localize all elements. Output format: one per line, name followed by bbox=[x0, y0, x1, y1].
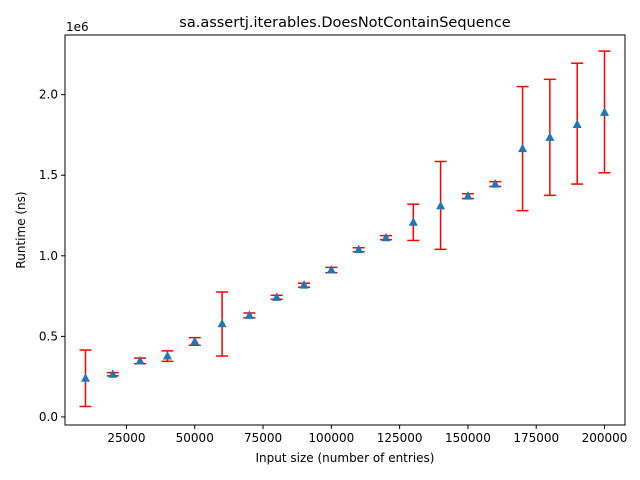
x-tick-label: 75000 bbox=[244, 431, 282, 445]
data-points bbox=[80, 107, 610, 382]
x-ticks: 25000 50000 75000 100000 125000 150000 175000 2… bbox=[107, 425, 627, 445]
data-point bbox=[354, 244, 364, 254]
y-tick-label: 0.0 bbox=[39, 410, 58, 424]
y-offset-label: 1e6 bbox=[66, 20, 89, 34]
data-point bbox=[436, 200, 446, 210]
data-point bbox=[408, 217, 418, 226]
y-tick-label: 2.0 bbox=[39, 88, 58, 102]
x-tick-label: 125000 bbox=[377, 431, 423, 445]
data-point bbox=[545, 132, 555, 141]
data-point bbox=[80, 373, 90, 382]
data-point bbox=[162, 351, 172, 360]
x-tick-label: 100000 bbox=[308, 431, 354, 445]
data-point bbox=[299, 280, 309, 289]
data-point bbox=[272, 292, 282, 301]
data-point bbox=[572, 119, 582, 128]
x-tick-label: 175000 bbox=[513, 431, 559, 445]
data-point bbox=[518, 143, 528, 153]
data-point bbox=[190, 336, 200, 346]
x-tick-label: 200000 bbox=[582, 431, 628, 445]
x-axis-label: Input size (number of entries) bbox=[256, 451, 435, 465]
x-tick-label: 50000 bbox=[176, 431, 214, 445]
data-point bbox=[244, 310, 254, 319]
data-point bbox=[326, 264, 336, 274]
data-point bbox=[135, 355, 145, 365]
data-point bbox=[108, 369, 118, 378]
y-tick-label: 0.5 bbox=[39, 329, 58, 343]
x-tick-label: 25000 bbox=[107, 431, 145, 445]
chart-title: sa.assertj.iterables.DoesNotContainSeque… bbox=[179, 15, 511, 31]
data-point bbox=[600, 107, 610, 116]
data-point bbox=[490, 179, 500, 188]
y-ticks: 0.0 0.5 1.0 1.5 2.0 bbox=[39, 88, 65, 424]
data-point bbox=[463, 191, 473, 200]
plot-frame bbox=[64, 34, 626, 426]
data-point bbox=[217, 318, 227, 328]
y-tick-label: 1.0 bbox=[39, 249, 58, 263]
data-point bbox=[381, 232, 391, 242]
y-axis-label: Runtime (ns) bbox=[14, 191, 28, 268]
x-tick-label: 150000 bbox=[445, 431, 491, 445]
y-tick-label: 1.5 bbox=[39, 168, 58, 182]
